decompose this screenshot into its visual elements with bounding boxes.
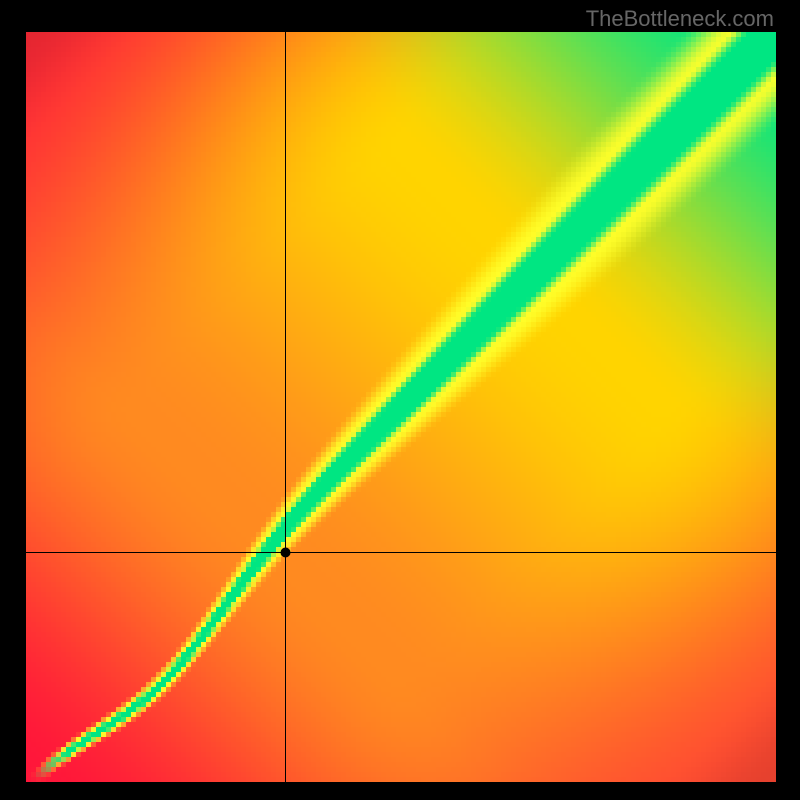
bottleneck-heatmap xyxy=(26,32,776,782)
watermark-text: TheBottleneck.com xyxy=(586,6,774,32)
chart-container: TheBottleneck.com xyxy=(0,0,800,800)
